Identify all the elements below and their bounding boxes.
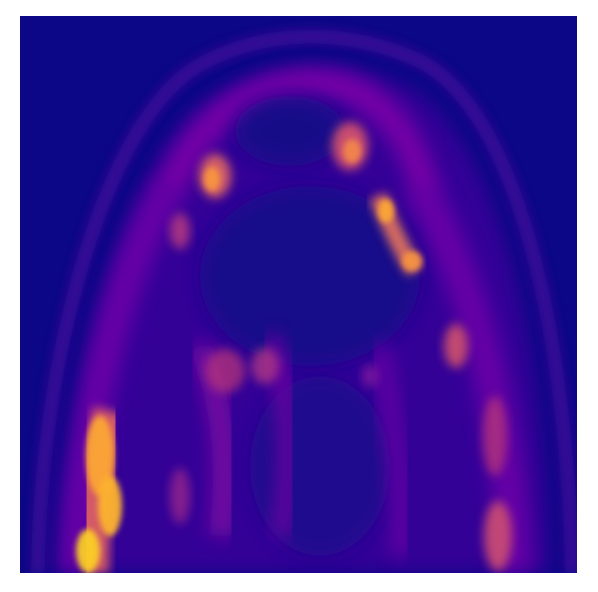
highlight-center-left: [205, 349, 245, 393]
highlight-center: [251, 348, 279, 384]
scan-image: [20, 16, 577, 573]
highlight-top-right-core: [343, 139, 361, 163]
highlight-right-lower: [483, 396, 507, 476]
highlight-left-upper: [170, 213, 190, 249]
hot-region-left-peak: [76, 529, 100, 573]
upper-cavity: [235, 96, 345, 166]
hot-region-left-core-2: [98, 476, 122, 536]
scan-canvas: [20, 16, 577, 573]
highlight-right-mid: [444, 324, 468, 368]
speck-left-lower: [170, 468, 190, 524]
highlight-right-bottom: [484, 501, 512, 571]
highlight-right-ridge-core: [378, 199, 394, 223]
highlight-right-ridge-core-2: [402, 251, 422, 271]
highlight-top-left-core: [204, 167, 220, 191]
speck-right-center: [362, 364, 378, 388]
lower-cavity: [250, 376, 390, 556]
